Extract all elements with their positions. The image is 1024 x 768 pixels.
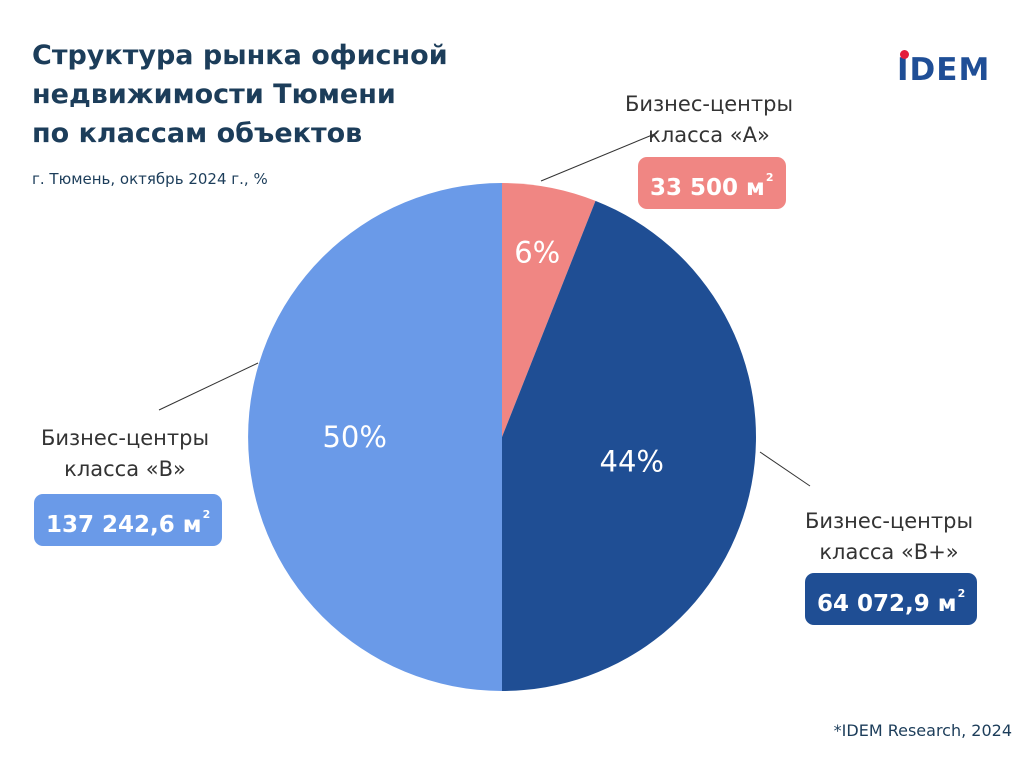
title-line-3: по классам объектов (32, 118, 363, 149)
area-value-class-b: 137 242,6 м (46, 512, 202, 538)
label-class-a-line1: Бизнес-центры (624, 92, 794, 116)
pie-slice-class-bplus (502, 200, 757, 691)
label-class-bplus-line2: класса «В+» (819, 540, 959, 564)
area-badge-class-bplus: 64 072,9 м2 (805, 573, 978, 625)
area-unit-sup-class-b: 2 (202, 508, 211, 521)
chart-subtitle: г. Тюмень, октябрь 2024 г., % (32, 170, 268, 188)
logo-dot-icon (900, 50, 909, 59)
percent-label-class-bplus: 44% (600, 445, 664, 479)
label-class-b-line1: Бизнес-центры (40, 426, 210, 450)
title-line-2: недвижимости Тюмени (32, 79, 396, 110)
pie-slices (248, 183, 757, 691)
percent-labels: 6% 44% 50% (322, 235, 664, 478)
label-class-a-line2: класса «А» (648, 123, 770, 147)
logo-text: IDEM (897, 52, 991, 88)
label-class-b-line2: класса «В» (64, 457, 186, 481)
pie-slice-class-a (502, 183, 596, 437)
idem-logo: IDEM (897, 50, 997, 88)
leader-lines (158, 132, 811, 487)
leader-line-class-a (540, 132, 658, 182)
area-unit-sup-class-bplus: 2 (957, 587, 966, 600)
percent-label-class-b: 50% (322, 420, 386, 454)
pie-slice-class-b (248, 183, 502, 691)
label-class-a: Бизнес-центры класса «А» (616, 89, 802, 151)
area-value-class-bplus: 64 072,9 м (817, 591, 957, 617)
source-note: *IDEM Research, 2024 (833, 721, 1012, 740)
area-unit-sup-class-a: 2 (765, 171, 774, 184)
label-class-bplus-line1: Бизнес-центры (804, 509, 974, 533)
area-value-class-a: 33 500 м (650, 175, 765, 201)
label-class-bplus: Бизнес-центры класса «В+» (795, 506, 983, 568)
area-badge-class-b: 137 242,6 м2 (34, 494, 223, 546)
leader-line-class-b (158, 362, 259, 411)
label-class-b: Бизнес-центры класса «В» (31, 423, 219, 485)
leader-line-class-bplus (759, 451, 811, 487)
percent-label-class-a: 6% (514, 235, 560, 269)
page-title: Структура рынка офисной недвижимости Тюм… (32, 36, 502, 153)
title-line-1: Структура рынка офисной (32, 40, 448, 71)
area-badge-class-a: 33 500 м2 (638, 157, 786, 209)
